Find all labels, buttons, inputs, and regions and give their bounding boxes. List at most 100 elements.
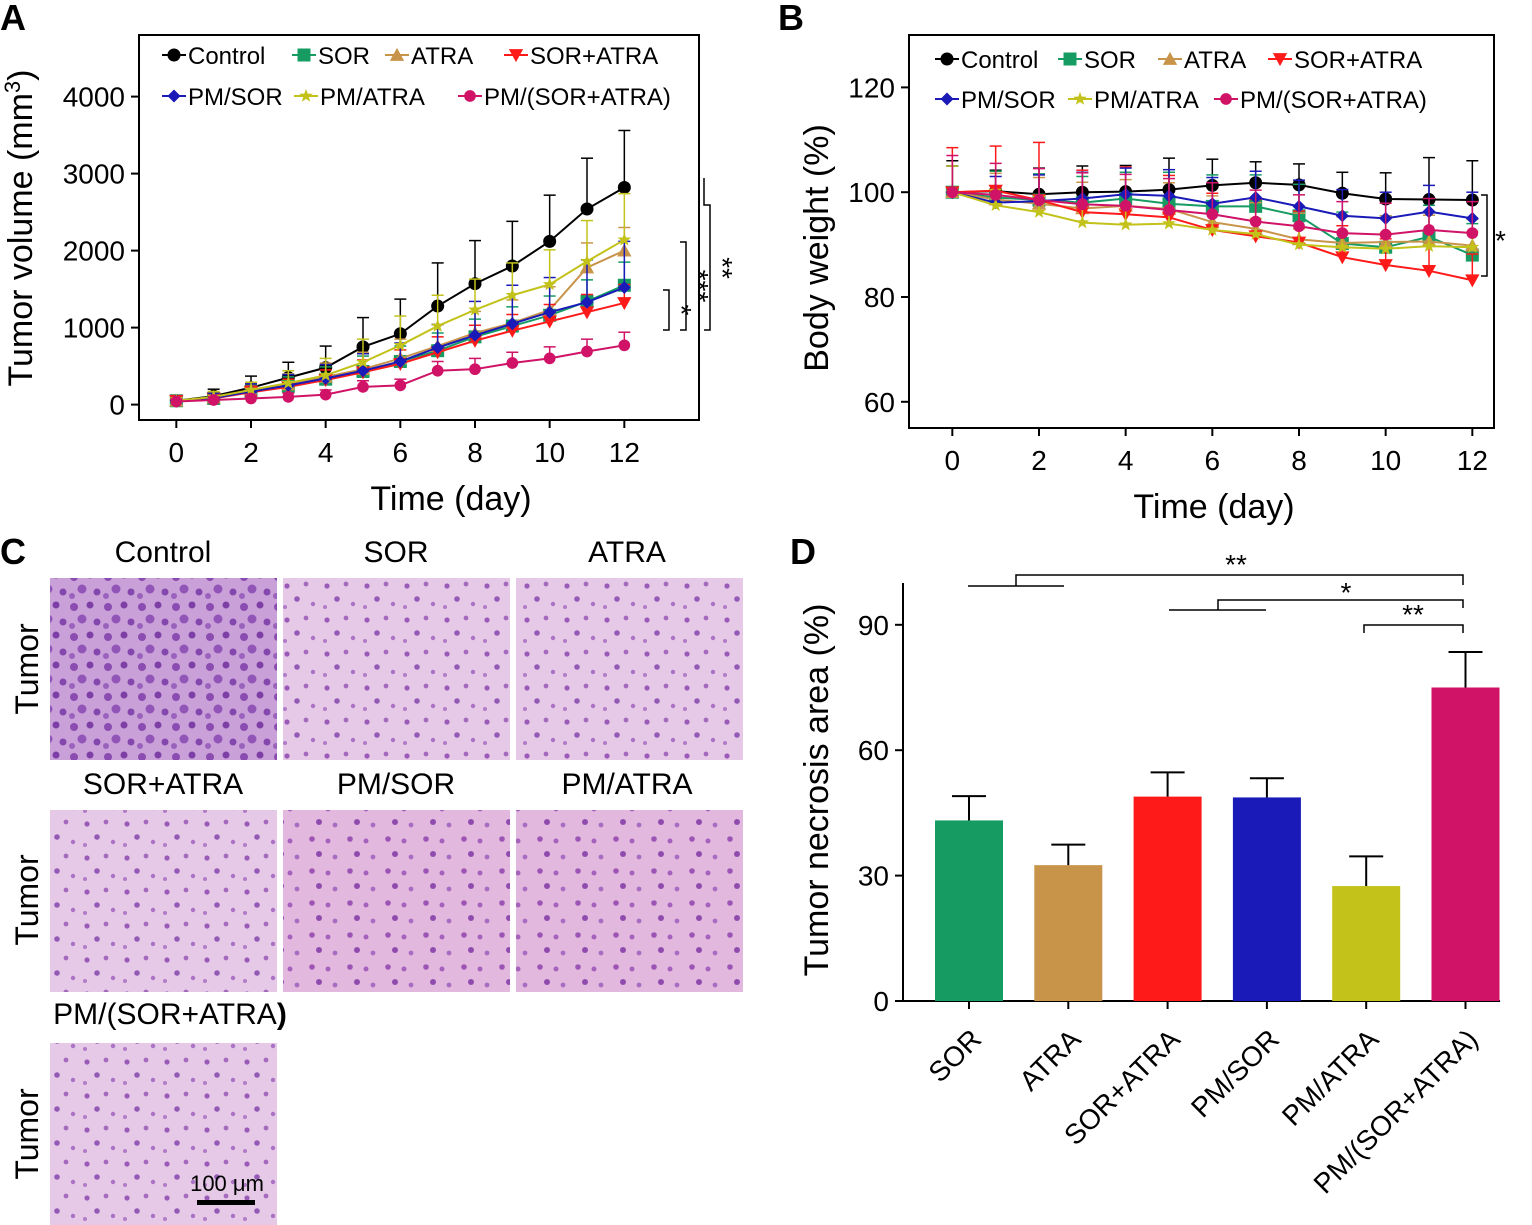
panel-a-legend-entry-atra: ATRA [385,43,473,70]
panel-d-x-tick-label: PM/(SOR+ATRA) [1308,1023,1484,1199]
panel-letter-b: B [778,0,804,38]
panel-a-point-pm-atra [356,355,370,369]
panel-b-x-tick-label: 6 [1205,445,1221,476]
panel-d-bar-sor-atra [1133,796,1202,1001]
panel-a-y-tick-label: 3000 [63,159,125,190]
panel-a-point-sor-atra [579,306,595,320]
panel-b-legend-label: PM/(SOR+ATRA) [1240,87,1427,114]
panel-b-legend-entry-pm-sor: PM/SOR [935,87,1056,114]
panel-a-point-pm-atra [244,382,258,396]
panel-a-point-pm-sor-atra [394,379,407,392]
panel-c-caption-sor-atra: SOR+ATRA [83,768,243,801]
panel-b-legend-entry-sor-atra: SOR+ATRA [1268,47,1422,74]
panel-b-point-pm-atra [1378,241,1393,255]
panel-b-x-tick-label: 12 [1457,445,1488,476]
panel-letter-d: D [790,531,816,572]
panel-a-point-pm-sor-atra [543,352,556,365]
panel-b-legend-entry-pm-sor-atra: PM/(SOR+ATRA) [1214,87,1427,114]
panel-a-point-pm-atra [318,368,333,382]
panel-c-caption-pm-atra: PM/ATRA [561,768,692,801]
panel-b-point-pm-sor-atra [1423,224,1435,236]
panel-d-x-tick-label: PM/SOR [1185,1023,1285,1123]
panel-b-point-sor-atra [1421,264,1437,278]
micrograph-control [50,578,277,760]
panel-c-row-label-1: Tumor [9,623,45,715]
panel-a-point-pm-sor [356,364,370,378]
panel-b-point-pm-atra [1335,240,1350,254]
panel-d-sig-2: * [1341,577,1352,608]
panel-a-point-pm-sor [393,354,407,368]
panel-a-legend-entry-pm-atra: PM/ATRA [294,84,425,111]
panel-a-legend-marker [167,48,181,62]
panel-a-x-tick-label: 4 [318,437,334,468]
panel-b-point-sor-atra [1465,274,1480,288]
panel-a-legend-label: PM/SOR [188,84,283,111]
panel-a-point-control [543,234,557,248]
scale-bar [197,1200,255,1205]
panel-b-y-axis-title: Body weight (%) [798,124,836,372]
panel-a-point-pm-sor-atra [319,388,332,401]
panel-b-point-pm-sor-atra [1249,215,1262,228]
panel-a-tumor-volume-chart: 0 2 4 6 8 10 12 0 1000 2000 3000 4000 Control SOR ATR… [0,34,738,518]
panel-b-point-pm-sor-atra [1336,227,1349,239]
panel-b-legend-marker [1162,51,1178,65]
panel-a-legend-label: PM/ATRA [320,84,425,111]
panel-a-point-pm-sor-atra [282,391,295,403]
panel-b-point-pm-atra [1032,204,1046,218]
panel-b-legend-label: Control [961,47,1038,74]
panel-a-point-pm-sor-atra [357,381,369,393]
panel-a-point-sor-atra [542,315,557,329]
panel-a-y-axis-title: Tumor volume (mm3) [0,69,40,386]
panel-b-significance-bracket: * [1481,194,1506,277]
panel-a-point-pm-atra [393,338,408,352]
panel-b-series-pm-sor-atra [946,154,1479,241]
panel-b-legend-label: SOR+ATRA [1294,47,1422,74]
panel-a-point-pm-sor-atra [431,364,444,377]
panel-a-point-pm-sor [543,305,557,319]
panel-a-point-pm-sor-atra [581,345,593,358]
panel-a-legend-marker [389,47,405,61]
panel-b-point-pm-atra [1465,240,1480,254]
panel-a-legend-entry-control: Control [162,43,265,70]
panel-a-significance-brackets: * *** ** [663,178,738,331]
panel-c-caption-pm-sor: PM/SOR [337,768,455,801]
panel-letter-c: C [0,531,26,572]
panel-d-bar-sor [935,820,1003,1001]
panel-b-point-pm-atra [1422,239,1436,252]
panel-b-point-pm-sor-atra [1293,220,1305,233]
panel-b-y-tick-label: 120 [848,72,895,103]
panel-b-x-tick-label: 10 [1370,445,1401,476]
panel-b-x-tick-label: 8 [1291,445,1307,476]
panel-b-legend-marker [1272,53,1288,67]
panel-a-x-tick-label: 0 [169,437,185,468]
panel-a-x-tick-label: 8 [467,437,483,468]
panel-b-point-sor-atra [1335,251,1350,265]
panel-b-legend-marker [1220,93,1232,105]
micrograph-atra [516,578,743,760]
panel-a-legend-marker [464,90,476,102]
panel-a-y-tick-label: 0 [109,390,125,421]
panel-b-y-tick-label: 60 [864,387,895,418]
panel-d-bar-atra [1034,865,1103,1001]
micrograph-sor-atra [50,810,277,992]
panel-a-point-pm-sor [505,317,519,331]
panel-b-point-pm-sor-atra [1076,198,1089,211]
panel-b-legend-label: SOR [1084,47,1136,74]
panel-c-caption-sor: SOR [363,536,428,569]
panel-b-sig: * [1495,225,1506,256]
panel-a-legend-label: SOR+ATRA [530,43,658,70]
panel-a-legend-label: Control [188,43,265,70]
panel-b-point-pm-atra [1248,226,1263,240]
panel-a-point-pm-atra [542,277,557,291]
panel-a-legend-entry-pm-sor: PM/SOR [162,84,283,111]
panel-a-point-sor-atra [505,324,520,338]
panel-c-histology-grid: Control SOR ATRA SOR+ATRA PM/SOR PM/ATRA… [9,536,743,1225]
panel-b-legend-entry-pm-atra: PM/ATRA [1068,87,1199,114]
panel-b-legend-label: PM/ATRA [1094,87,1199,114]
panel-a-legend-marker [299,88,313,102]
panel-b-point-pm-atra [1292,237,1306,251]
panel-b-x-tick-label: 0 [945,445,961,476]
panel-b-point-pm-sor-atra [1466,227,1479,239]
micrograph-pm-atra [516,810,743,992]
